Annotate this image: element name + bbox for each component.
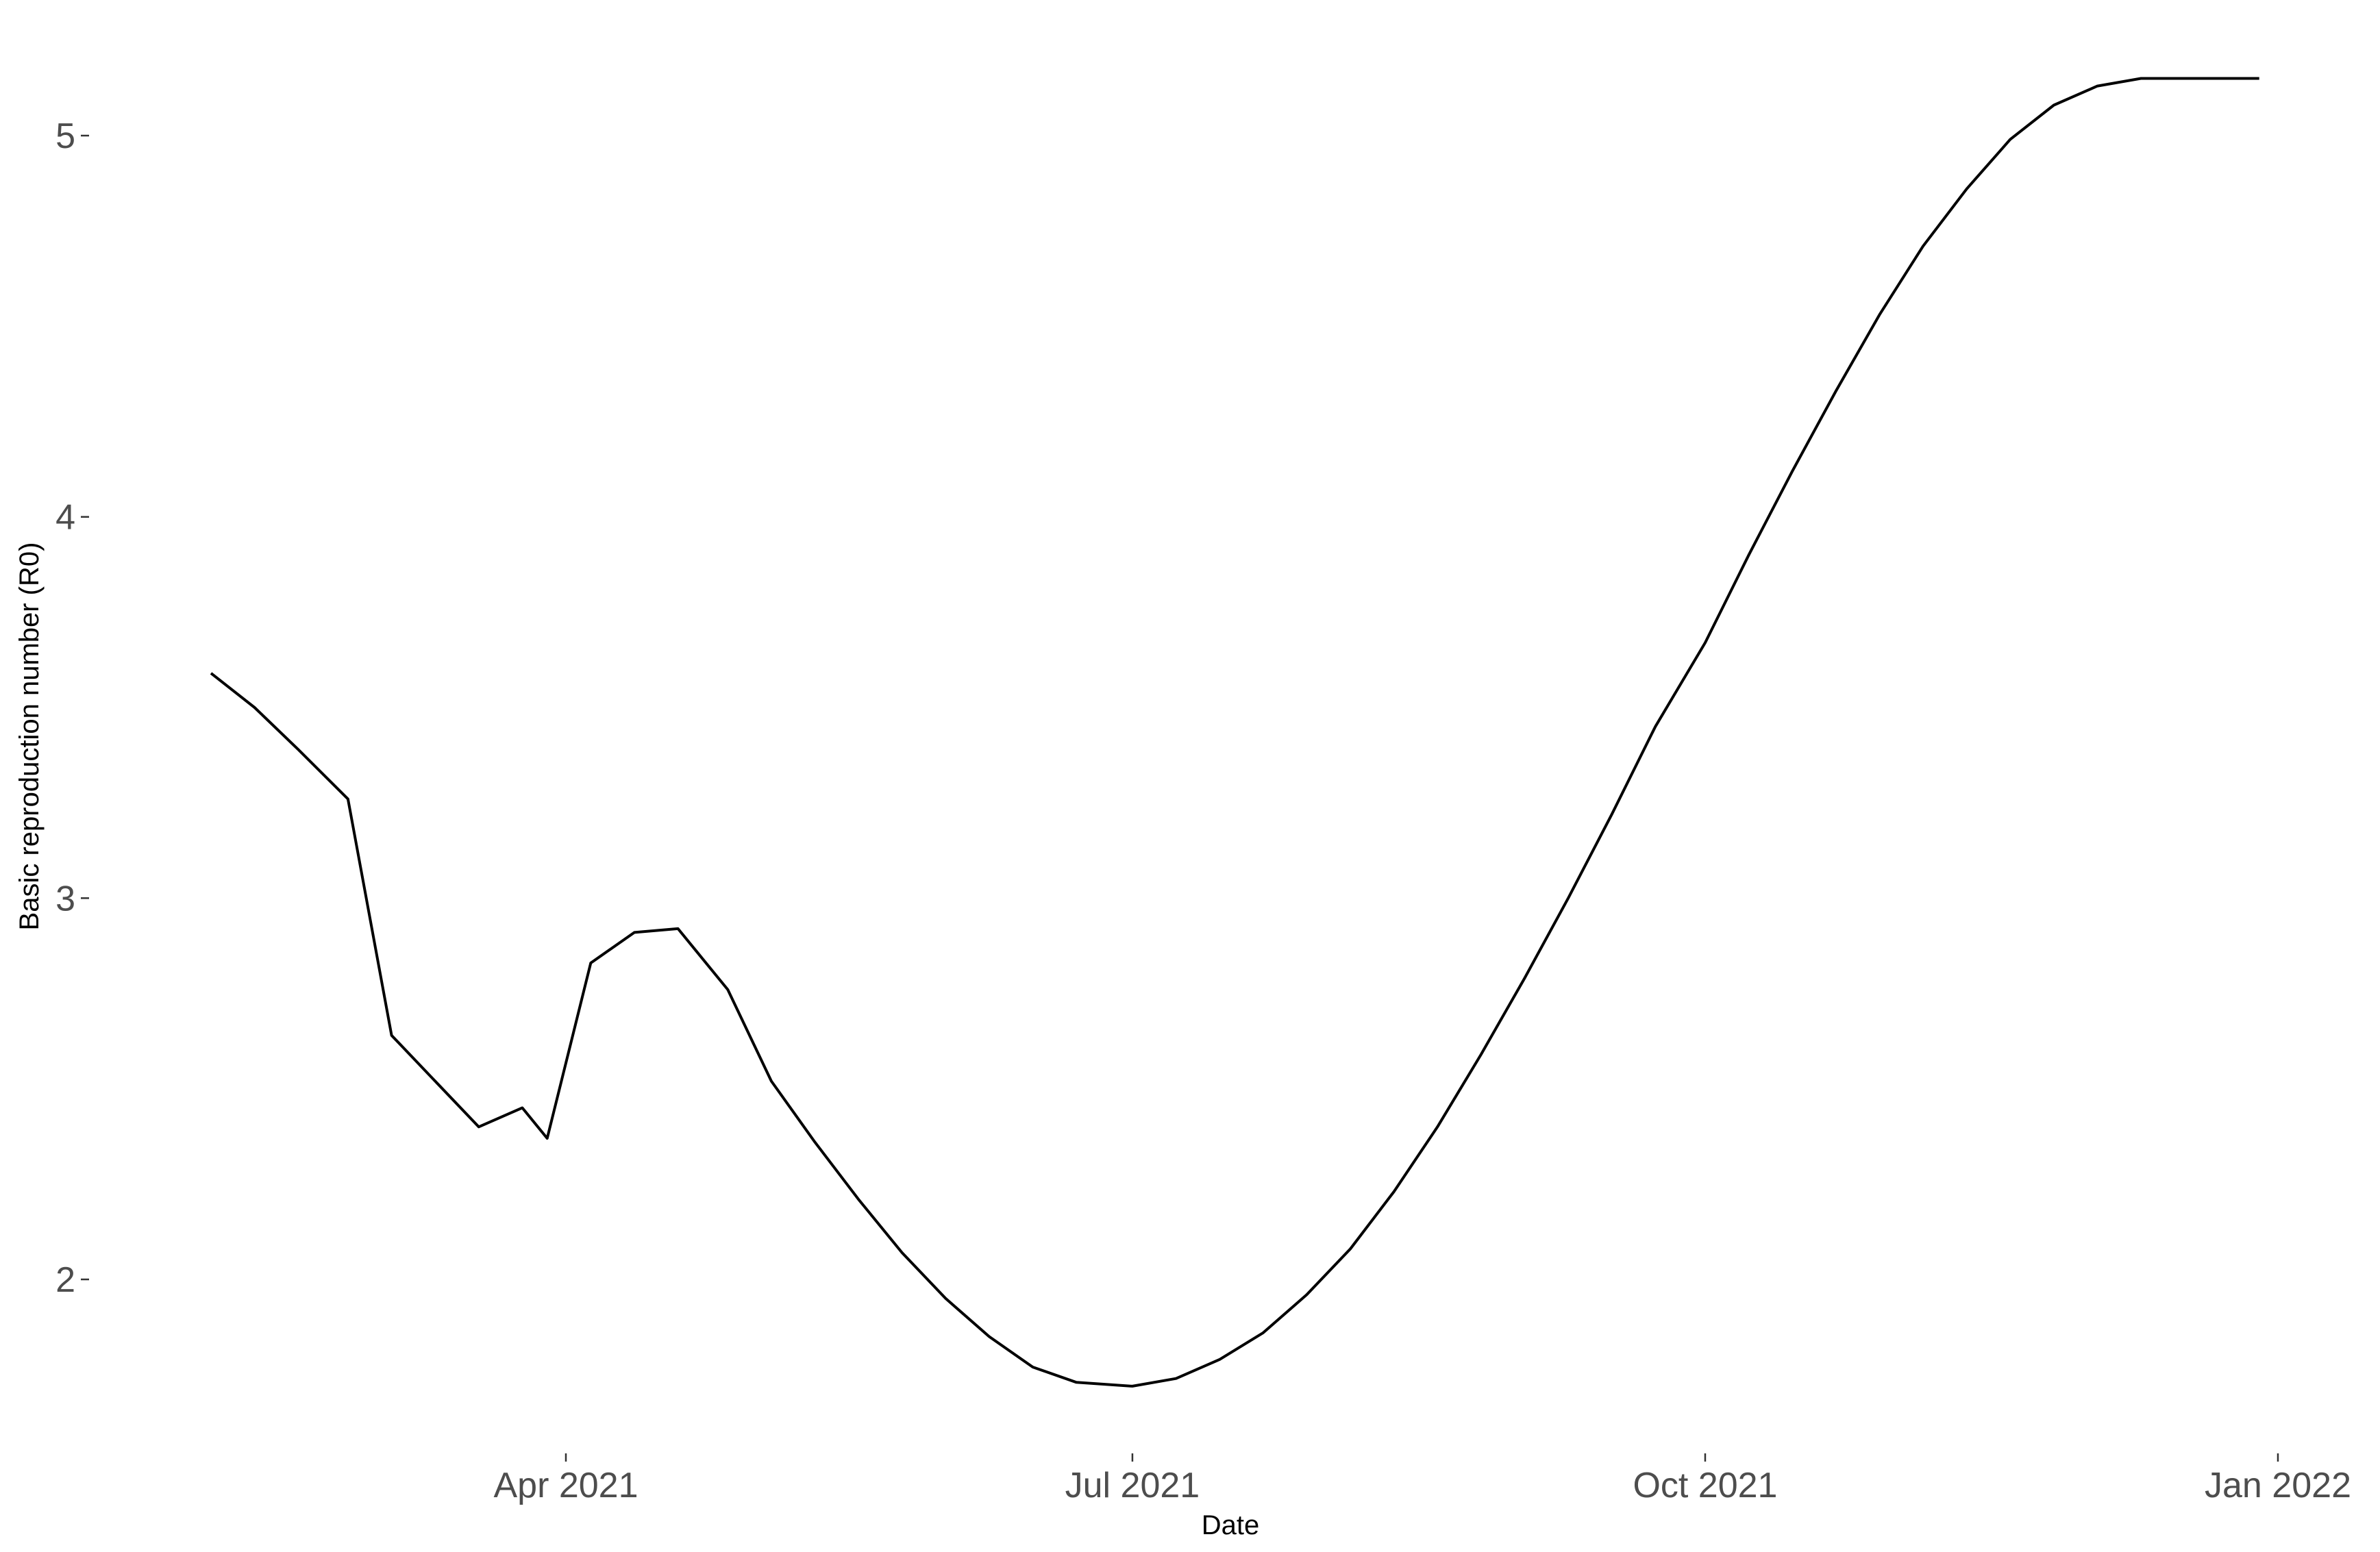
y-tick-label: 5 <box>55 116 75 156</box>
plot-area <box>211 79 2259 1386</box>
y-tick-label: 3 <box>55 879 75 918</box>
y-axis-title: Basic reproduction number (R0) <box>14 542 45 931</box>
x-tick-label: Jul 2021 <box>1065 1466 1200 1505</box>
x-tick-label: Apr 2021 <box>493 1466 638 1505</box>
x-axis-title: Date <box>1202 1510 1260 1540</box>
y-axis: 2 3 4 5 <box>55 116 89 1300</box>
y-tick-label: 4 <box>55 498 75 538</box>
series-line-0 <box>211 79 2259 1386</box>
x-tick-label: Oct 2021 <box>1633 1466 1777 1505</box>
y-tick-label: 2 <box>55 1260 75 1300</box>
x-axis: Apr 2021 Jul 2021 Oct 2021 Jan 2022 <box>493 1453 2351 1505</box>
x-tick-label: Jan 2022 <box>2205 1466 2351 1505</box>
